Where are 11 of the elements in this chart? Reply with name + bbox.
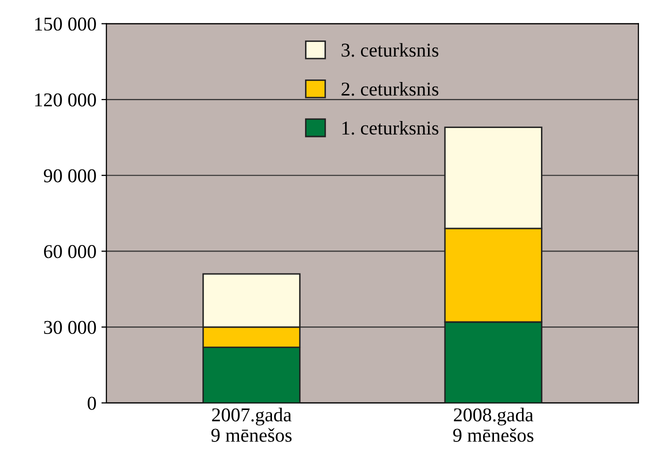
y-tick-label: 30 000 [44,320,96,334]
y-tick-label: 60 000 [44,245,96,258]
legend-label: 1. ceturksnis [342,120,438,135]
y-tick-label: 150 000 [35,18,96,31]
y-tick-label: 90 000 [44,169,96,182]
y-tick-label: 120 000 [35,93,96,106]
x-tick-label: 2008.gada 9 mēnešos [453,408,534,442]
y-tick-label: 0 [88,396,96,410]
legend-label: 2. ceturksnis [342,82,438,96]
legend-label: 3. ceturksnis [342,43,438,57]
x-tick-label: 2007.gada 9 mēnešos [211,408,292,442]
